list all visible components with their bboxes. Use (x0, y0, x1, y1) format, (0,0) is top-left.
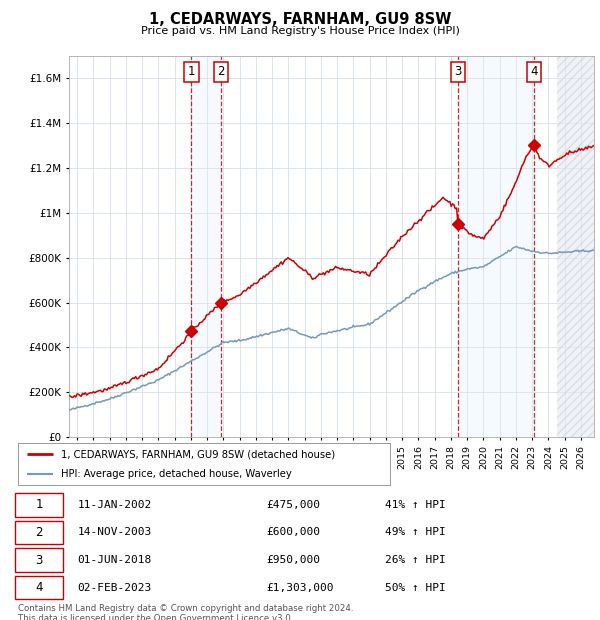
Text: £475,000: £475,000 (266, 500, 320, 510)
FancyBboxPatch shape (15, 493, 63, 516)
Text: 3: 3 (454, 65, 461, 78)
Text: £1,303,000: £1,303,000 (266, 583, 334, 593)
Text: £950,000: £950,000 (266, 555, 320, 565)
Text: 1: 1 (35, 498, 43, 511)
FancyBboxPatch shape (15, 576, 63, 600)
Text: 2: 2 (218, 65, 225, 78)
Text: 01-JUN-2018: 01-JUN-2018 (77, 555, 151, 565)
Bar (458, 56, 533, 437)
Text: 1: 1 (188, 65, 195, 78)
Text: 1, CEDARWAYS, FARNHAM, GU9 8SW: 1, CEDARWAYS, FARNHAM, GU9 8SW (149, 12, 451, 27)
Text: HPI: Average price, detached house, Waverley: HPI: Average price, detached house, Wave… (61, 469, 292, 479)
Text: 14-NOV-2003: 14-NOV-2003 (77, 528, 151, 538)
Text: 50% ↑ HPI: 50% ↑ HPI (385, 583, 445, 593)
Text: 41% ↑ HPI: 41% ↑ HPI (385, 500, 445, 510)
Text: Contains HM Land Registry data © Crown copyright and database right 2024.
This d: Contains HM Land Registry data © Crown c… (18, 604, 353, 620)
Text: 3: 3 (35, 554, 43, 567)
Text: 1, CEDARWAYS, FARNHAM, GU9 8SW (detached house): 1, CEDARWAYS, FARNHAM, GU9 8SW (detached… (61, 449, 335, 459)
Text: 49% ↑ HPI: 49% ↑ HPI (385, 528, 445, 538)
Bar (191, 56, 221, 437)
Text: 02-FEB-2023: 02-FEB-2023 (77, 583, 151, 593)
Polygon shape (557, 56, 594, 437)
Text: 2: 2 (35, 526, 43, 539)
Text: 4: 4 (530, 65, 538, 78)
FancyBboxPatch shape (15, 548, 63, 572)
Text: £600,000: £600,000 (266, 528, 320, 538)
FancyBboxPatch shape (15, 521, 63, 544)
Text: 11-JAN-2002: 11-JAN-2002 (77, 500, 151, 510)
Text: Price paid vs. HM Land Registry's House Price Index (HPI): Price paid vs. HM Land Registry's House … (140, 26, 460, 36)
Text: 26% ↑ HPI: 26% ↑ HPI (385, 555, 445, 565)
Text: 4: 4 (35, 581, 43, 594)
